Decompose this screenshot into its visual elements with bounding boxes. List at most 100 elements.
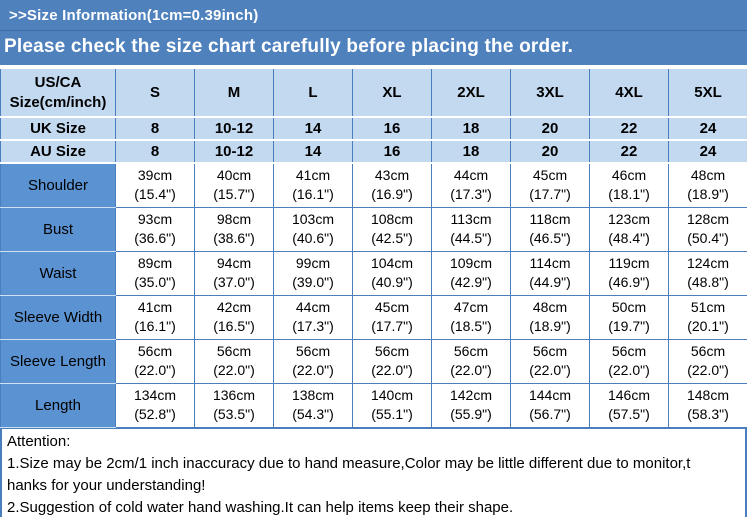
value-inch: (52.8") [134, 406, 176, 422]
value-cm: 109cm [449, 255, 493, 271]
attention-line-3: 2.Suggestion of cold water hand washing.… [7, 498, 514, 516]
size-table: US/CA Size(cm/inch) S M L XL 2XL 3XL 4XL 5XL UK S… [0, 67, 747, 428]
value-inch: (58.3") [687, 406, 729, 422]
value-cm: 119cm [608, 255, 650, 271]
value-cm: 40cm [216, 167, 252, 184]
value-inch: (42.5") [371, 230, 413, 246]
measurement-cell: 42cm (16.5") [194, 294, 274, 340]
value-inch: (16.5") [213, 318, 255, 334]
measurement-cell: 56cm (22.0") [352, 338, 432, 384]
value-inch: (38.6") [213, 230, 255, 246]
value-inch: (39.0") [292, 274, 334, 290]
value-inch: (22.0") [371, 362, 413, 378]
measurement-cell: 56cm (22.0") [273, 338, 353, 384]
size-header-cell: 22 [589, 116, 669, 141]
value-cm: 94cm [216, 255, 252, 271]
measurement-cell: 134cm (52.8") [115, 382, 195, 428]
size-header-cell: 20 [510, 139, 590, 164]
attention-title: Attention: [7, 432, 71, 450]
measurement-cell: 48cm (18.9") [668, 162, 747, 208]
value-cm: 140cm [370, 387, 414, 403]
size-header-cell: 3XL [510, 67, 590, 118]
value-cm: 41cm [137, 299, 173, 315]
value-inch: (42.9") [450, 274, 492, 290]
value-cm: 41cm [295, 167, 331, 184]
value-cm: 56cm [216, 343, 252, 359]
value-inch: (53.5") [213, 406, 255, 422]
value-cm: 44cm [295, 299, 331, 315]
value-cm: 46cm [611, 167, 647, 184]
measurement-cell: 89cm (35.0") [115, 250, 195, 296]
measurement-cell: 47cm (18.5") [431, 294, 511, 340]
measurement-row-label: Length [0, 382, 116, 428]
size-header-cell: 22 [589, 139, 669, 164]
size-header-cell: 24 [668, 139, 747, 164]
value-cm: 98cm [216, 211, 252, 227]
size-header-cell: 14 [273, 139, 353, 164]
measurement-cell: 50cm (19.7") [589, 294, 669, 340]
measurement-row-length: Length 134cm (52.8") 136cm (53.5") 138cm (54.3… [0, 382, 747, 428]
value-inch: (55.1") [371, 406, 413, 422]
value-inch: (16.1") [292, 186, 334, 203]
value-cm: 93cm [137, 211, 173, 227]
value-cm: 56cm [532, 343, 568, 359]
value-cm: 124cm [686, 255, 730, 271]
value-cm: 51cm [690, 299, 726, 315]
size-header-cell: 18 [431, 139, 511, 164]
measurement-cell: 51cm (20.1") [668, 294, 747, 340]
value-cm: 56cm [453, 343, 489, 359]
measurement-row-shoulder: Shoulder 39cm (15.4") 40cm (15.7") 41cm (16.1"… [0, 162, 747, 208]
size-header-cell: 8 [115, 116, 195, 141]
measurement-cell: 56cm (22.0") [115, 338, 195, 384]
measurement-cell: 113cm (44.5") [431, 206, 511, 252]
measurement-cell: 45cm (17.7") [510, 162, 590, 208]
value-inch: (55.9") [450, 406, 492, 422]
value-inch: (40.9") [371, 274, 413, 290]
measurement-row-label: Sleeve Length [0, 338, 116, 384]
value-inch: (15.4") [134, 186, 176, 203]
attention-section: Attention: 1.Size may be 2cm/1 inch inac… [0, 427, 747, 517]
size-header-cell: 16 [352, 139, 432, 164]
value-inch: (18.9") [529, 318, 571, 334]
banner-subtitle: Please check the size chart carefully be… [4, 36, 574, 57]
value-cm: 104cm [370, 255, 414, 271]
value-cm: 142cm [449, 387, 493, 403]
measurement-cell: 93cm (36.6") [115, 206, 195, 252]
value-inch: (57.5") [608, 406, 650, 422]
measurement-cell: 40cm (15.7") [194, 162, 274, 208]
measurement-cell: 138cm (54.3") [273, 382, 353, 428]
value-cm: 136cm [212, 387, 256, 403]
size-header-cell: XL [352, 67, 432, 118]
value-cm: 56cm [137, 343, 173, 359]
measurement-cell: 56cm (22.0") [510, 338, 590, 384]
value-cm: 123cm [607, 211, 651, 227]
size-header-cell: 20 [510, 116, 590, 141]
value-inch: (16.9") [371, 186, 413, 203]
measurement-cell: 56cm (22.0") [589, 338, 669, 384]
header-row-label: AU Size [0, 139, 116, 164]
measurement-cell: 41cm (16.1") [273, 162, 353, 208]
measurement-cell: 56cm (22.0") [668, 338, 747, 384]
measurement-cell: 124cm (48.8") [668, 250, 747, 296]
value-cm: 47cm [453, 299, 489, 315]
size-header-cell: 14 [273, 116, 353, 141]
value-inch: (17.7") [371, 318, 413, 334]
value-inch: (19.7") [608, 318, 650, 334]
size-header-cell: 2XL [431, 67, 511, 118]
header-row-us-ca-size-cm-inch: US/CA Size(cm/inch) S M L XL 2XL 3XL 4XL 5XL [0, 67, 747, 118]
value-inch: (40.6") [292, 230, 334, 246]
size-header-cell: 24 [668, 116, 747, 141]
measurement-cell: 44cm (17.3") [273, 294, 353, 340]
value-inch: (22.0") [134, 362, 176, 378]
value-cm: 103cm [291, 211, 335, 227]
measurement-cell: 114cm (44.9") [510, 250, 590, 296]
measurement-cell: 45cm (17.7") [352, 294, 432, 340]
value-inch: (22.0") [213, 362, 255, 378]
measurement-row-sleeve-width: Sleeve Width 41cm (16.1") 42cm (16.5") 44cm (1… [0, 294, 747, 340]
value-inch: (16.1") [134, 318, 176, 334]
measurement-cell: 103cm (40.6") [273, 206, 353, 252]
value-inch: (20.1") [687, 318, 729, 334]
header-row-label: UK Size [0, 116, 116, 141]
value-cm: 108cm [370, 211, 414, 227]
measurement-cell: 56cm (22.0") [194, 338, 274, 384]
